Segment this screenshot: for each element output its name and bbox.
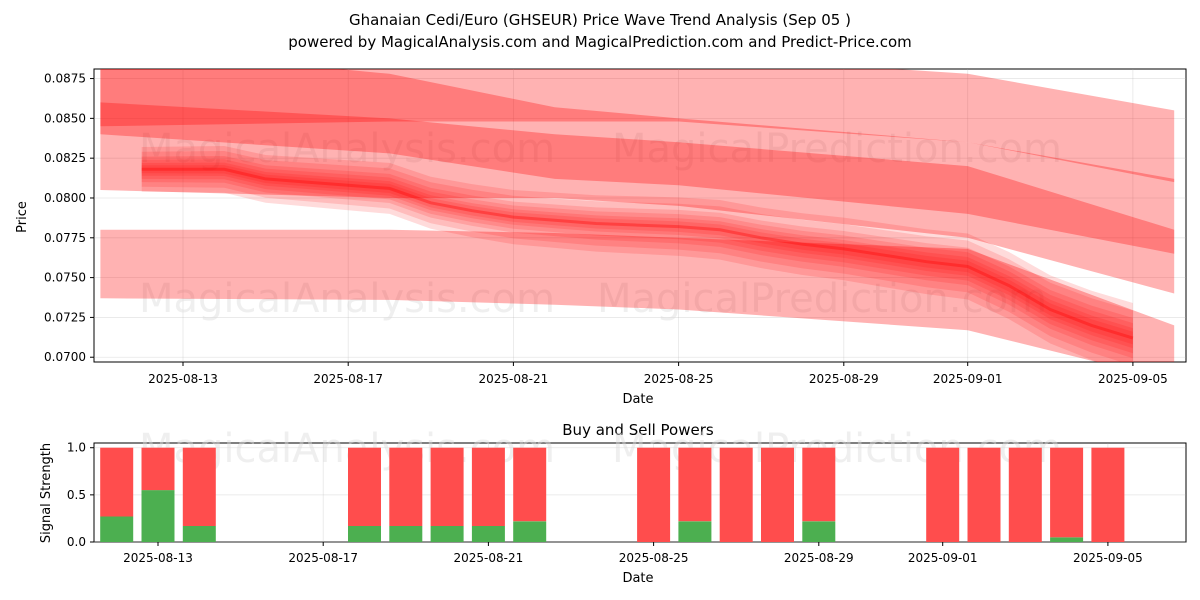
sell-bar: [678, 447, 712, 522]
wave-band-3: [100, 229, 1175, 362]
price-grid: [94, 69, 1186, 362]
trend-band-0: [141, 146, 1133, 362]
power-y-tick-label: 0.0: [67, 535, 86, 549]
power-x-tick-label: 2025-08-29: [784, 551, 854, 565]
power-bars: [100, 447, 1125, 542]
power-x-tick-label: 2025-08-17: [288, 551, 358, 565]
power-x-axis-label: Date: [622, 571, 653, 586]
sell-bar: [100, 447, 134, 517]
price-y-tick-label: 0.0775: [44, 231, 86, 245]
sell-bar: [513, 447, 547, 522]
price-y-ticks: 0.0875 0.0850 0.0825 0.0800 0.0775 0.0750 0.07…: [44, 72, 94, 364]
power-y-tick-label: 1.0: [67, 441, 86, 455]
buy-bar: [471, 526, 505, 542]
buy-bar: [348, 526, 381, 542]
price-x-tick-label: 2025-08-21: [479, 372, 549, 386]
sell-bar: [802, 447, 836, 522]
wave-band-0: [100, 69, 1175, 254]
power-y-tick-label: 0.5: [67, 488, 86, 502]
price-x-tick-label: 2025-08-13: [148, 372, 218, 386]
sell-bar: [719, 447, 753, 542]
price-x-ticks: 2025-08-13 2025-08-17 2025-08-21 2025-08-25…: [148, 362, 1168, 386]
price-x-tick-label: 2025-08-25: [644, 372, 714, 386]
watermark-prediction-mid: MagicalPrediction.com: [597, 276, 1047, 322]
sell-bar: [1091, 447, 1125, 542]
power-plot-title: Buy and Sell Powers: [562, 421, 714, 439]
price-x-tick-label: 2025-09-05: [1098, 372, 1168, 386]
buy-bar: [802, 521, 836, 542]
wave-band-1: [100, 69, 1175, 183]
buy-bar: [1050, 537, 1084, 542]
buy-bar: [513, 521, 547, 542]
sell-bar: [471, 447, 505, 526]
buy-bar: [389, 526, 423, 542]
price-y-tick-label: 0.0800: [44, 191, 86, 205]
trend-band-2: [141, 156, 1133, 359]
watermark-prediction-top: MagicalPrediction.com: [612, 126, 1062, 172]
sell-bar: [348, 447, 381, 526]
power-x-tick-label: 2025-09-05: [1073, 551, 1143, 565]
sell-bar: [1050, 447, 1084, 538]
sell-bar: [182, 447, 216, 526]
sell-bar: [141, 447, 175, 491]
price-y-tick-label: 0.0750: [44, 271, 86, 285]
price-trend: [141, 146, 1134, 362]
power-x-tick-label: 2025-08-21: [454, 551, 524, 565]
price-plot: MagicalAnalysis.com MagicalPrediction.co…: [15, 68, 1187, 407]
price-y-axis-label: Price: [15, 201, 30, 233]
watermark-analysis-mid: MagicalAnalysis.com: [139, 276, 555, 322]
power-x-tick-label: 2025-08-25: [619, 551, 689, 565]
trend-band-1: [141, 151, 1133, 362]
watermark-analysis-top: MagicalAnalysis.com: [139, 126, 555, 172]
price-y-tick-label: 0.0700: [44, 350, 86, 364]
sell-bar: [967, 447, 1001, 542]
price-y-tick-label: 0.0850: [44, 111, 86, 125]
price-plot-frame: [93, 68, 1187, 363]
power-x-ticks: 2025-08-13 2025-08-17 2025-08-21 2025-08-25…: [123, 542, 1143, 565]
sell-bar: [430, 447, 464, 526]
price-y-tick-label: 0.0825: [44, 151, 86, 165]
power-x-tick-label: 2025-08-13: [123, 551, 193, 565]
price-y-tick-label: 0.0875: [44, 72, 86, 86]
power-y-axis-label: Signal Strength: [39, 443, 54, 543]
price-x-tick-label: 2025-08-29: [809, 372, 879, 386]
wave-band-2: [100, 102, 1175, 294]
buy-bar: [430, 526, 464, 542]
trend-band-3: [141, 159, 1133, 354]
price-x-axis-label: Date: [622, 392, 653, 407]
sell-bar: [1008, 447, 1042, 542]
power-plot: Buy and Sell Powers MagicalAnalysis.com …: [39, 421, 1187, 586]
price-x-tick-label: 2025-09-01: [933, 372, 1003, 386]
sell-bar: [926, 447, 960, 542]
price-x-tick-label: 2025-08-17: [313, 372, 383, 386]
power-x-tick-label: 2025-09-01: [908, 551, 978, 565]
chart-title-line1: Ghanaian Cedi/Euro (GHSEUR) Price Wave T…: [349, 11, 851, 29]
power-y-ticks: 1.0 0.5 0.0: [67, 441, 94, 549]
trend-band-4: [141, 162, 1133, 349]
chart-title-line2: powered by MagicalAnalysis.com and Magic…: [288, 33, 912, 51]
buy-bar: [678, 521, 712, 542]
price-wave-bands: [100, 69, 1175, 362]
buy-bar: [100, 516, 134, 542]
buy-bar: [182, 526, 216, 542]
buy-bar: [141, 490, 175, 542]
price-y-tick-label: 0.0725: [44, 310, 86, 324]
trend-line: [141, 167, 1134, 340]
sell-bar: [637, 447, 671, 542]
sell-bar: [761, 447, 794, 542]
sell-bar: [389, 447, 423, 526]
